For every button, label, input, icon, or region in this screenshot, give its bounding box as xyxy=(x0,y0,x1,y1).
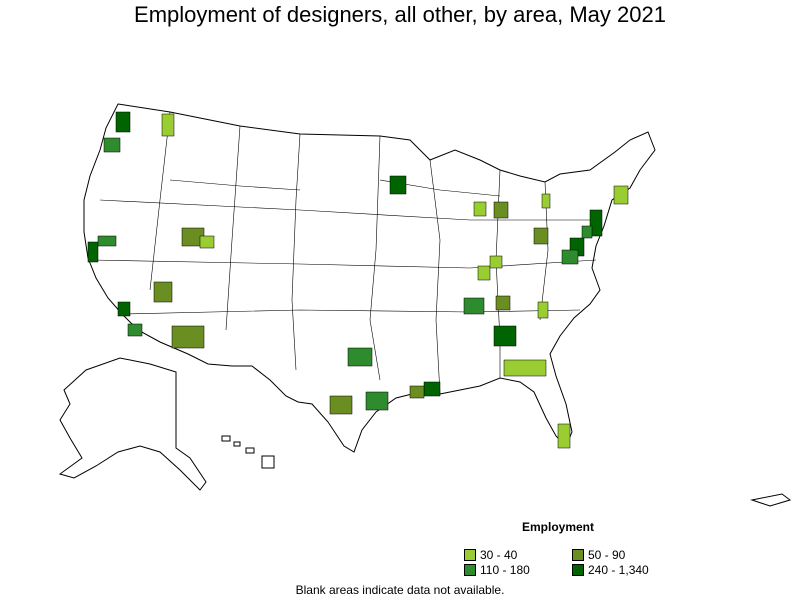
legend-label-1: 30 - 40 xyxy=(480,548,518,562)
area-seattle xyxy=(115,111,131,133)
area-chicago-sub xyxy=(473,201,487,217)
employment-areas xyxy=(87,111,629,449)
area-phoenix xyxy=(171,325,205,349)
area-detroit xyxy=(493,201,509,219)
legend-item-3: 110 - 180 xyxy=(464,563,530,577)
area-new-england xyxy=(613,185,629,205)
legend-swatch-3 xyxy=(464,564,476,576)
area-baton-rouge xyxy=(409,385,425,399)
area-provo xyxy=(199,235,215,249)
area-columbus xyxy=(489,255,503,269)
map-title: Employment of designers, all other, by a… xyxy=(134,2,666,27)
hawaii-outline xyxy=(221,435,275,469)
area-la xyxy=(117,301,131,317)
area-sf-bay xyxy=(87,241,99,263)
area-dallas xyxy=(347,347,373,367)
legend-label-3: 110 - 180 xyxy=(480,563,530,577)
area-sacramento xyxy=(97,235,117,247)
area-houston xyxy=(365,391,389,411)
legend-label-2: 50 - 90 xyxy=(588,548,626,562)
legend-item-2: 50 - 90 xyxy=(572,548,625,562)
area-san-antonio xyxy=(329,395,353,415)
area-florida-south xyxy=(557,423,571,449)
legend-item-4: 240 - 1,340 xyxy=(572,563,649,577)
area-charlotte xyxy=(537,301,549,319)
area-san-diego xyxy=(127,323,143,337)
area-indianapolis xyxy=(477,265,491,281)
area-new-orleans xyxy=(423,381,441,397)
area-boston-ny xyxy=(589,209,603,237)
legend-label-4: 240 - 1,340 xyxy=(588,563,649,577)
area-albany xyxy=(541,193,551,209)
area-portland xyxy=(103,137,121,153)
area-nashville xyxy=(463,297,485,315)
legend-swatch-1 xyxy=(464,549,476,561)
footnote: Blank areas indicate data not available. xyxy=(295,583,505,597)
alaska-outline xyxy=(58,357,207,491)
area-spokane xyxy=(161,113,175,137)
legend-swatch-2 xyxy=(572,549,584,561)
area-las-vegas xyxy=(153,281,173,303)
area-minneapolis xyxy=(389,175,407,195)
area-pittsburgh xyxy=(533,227,549,245)
area-atlanta xyxy=(493,325,517,347)
area-knoxville xyxy=(495,295,511,311)
legend-item-1: 30 - 40 xyxy=(464,548,517,562)
legend-title: Employment xyxy=(522,520,595,534)
area-virginia xyxy=(561,249,579,265)
area-jacksonville xyxy=(503,359,547,377)
puerto-rico-outline xyxy=(750,493,792,507)
legend-swatch-4 xyxy=(572,564,584,576)
area-nj xyxy=(581,225,593,239)
